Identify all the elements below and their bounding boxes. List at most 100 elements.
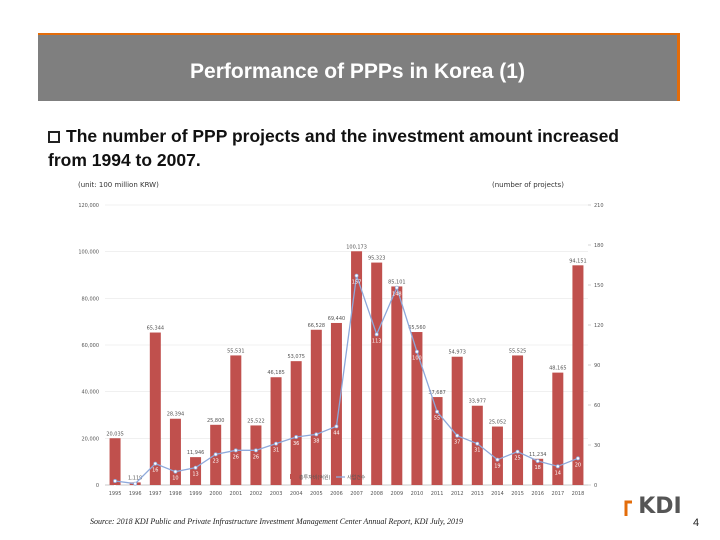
line-point <box>173 469 178 474</box>
x-tick-label: 1999 <box>189 491 202 497</box>
line-point <box>515 449 520 454</box>
line-point <box>213 452 218 457</box>
point-value-label: 14 <box>555 470 561 476</box>
bar-value-label: 69,440 <box>328 316 346 322</box>
line-point <box>475 441 480 446</box>
line-point <box>233 448 238 453</box>
y2-tick-label: 0 <box>594 483 597 489</box>
line-point <box>314 432 319 437</box>
logo: KDI <box>624 494 682 519</box>
x-tick-label: 2005 <box>310 491 323 497</box>
y-tick-label: 40,000 <box>82 390 100 396</box>
bar-value-label: 53,075 <box>287 354 305 360</box>
y-tick-label: 80,000 <box>82 296 100 302</box>
x-tick-label: 2010 <box>411 491 424 497</box>
y2-tick-label: 60 <box>594 403 600 409</box>
line-point <box>414 349 419 354</box>
line-point <box>535 459 540 463</box>
x-tick-label: 2000 <box>209 491 222 497</box>
bar <box>512 355 524 485</box>
y2-tick-label: 180 <box>594 243 604 249</box>
y2-tick-label: 120 <box>594 323 604 329</box>
source: Source: 2018 KDI Public and Private Infr… <box>90 517 463 526</box>
title-bar: Performance of PPPs in Korea (1) <box>38 33 680 101</box>
x-tick-label: 2018 <box>572 491 585 497</box>
x-tick-label: 2012 <box>451 491 464 497</box>
legend-label: 총투자비(억원) <box>299 474 331 481</box>
point-value-label: 36 <box>293 441 299 447</box>
bar <box>290 361 302 485</box>
bar <box>109 438 121 485</box>
point-value-label: 31 <box>273 448 279 454</box>
bar-value-label: 37,687 <box>428 390 446 396</box>
left-unit: (unit: 100 million KRW) <box>78 181 159 189</box>
line-point <box>294 435 299 439</box>
line-point <box>354 273 359 278</box>
bar-value-label: 48,165 <box>549 366 567 372</box>
bar <box>230 355 242 485</box>
point-value-label: 100 <box>412 356 422 362</box>
slide-title: Performance of PPPs in Korea (1) <box>190 60 525 83</box>
y2-tick-label: 150 <box>594 283 604 289</box>
point-value-label: 44 <box>333 430 339 436</box>
bar-value-label: 100,173 <box>346 244 367 250</box>
legend-label: 사업건수 <box>347 474 366 481</box>
bar <box>451 356 463 485</box>
line-point <box>133 481 138 486</box>
bar-value-label: 54,973 <box>448 350 466 356</box>
logo-text: KDI <box>638 494 682 519</box>
bar-value-label: 11,234 <box>529 452 547 458</box>
x-tick-label: 1995 <box>109 491 122 497</box>
x-tick-label: 2017 <box>551 491 564 497</box>
bullet-box <box>48 131 60 143</box>
line-point <box>575 456 580 461</box>
point-value-label: 38 <box>313 438 319 444</box>
bar-value-label: 1,119 <box>128 475 142 481</box>
bar <box>330 322 342 485</box>
line <box>114 275 579 485</box>
bar-value-label: 94,151 <box>569 258 587 264</box>
bar <box>431 397 443 485</box>
line-point <box>193 465 198 470</box>
bar <box>491 426 503 485</box>
line-point <box>394 285 399 290</box>
bar-value-label: 25,800 <box>207 418 225 424</box>
x-tick-label: 2006 <box>330 491 343 497</box>
bar-value-label: 95,323 <box>368 256 386 262</box>
point-value-label: 3 <box>113 485 116 491</box>
point-value-label: 148 <box>392 292 402 298</box>
y2-tick-label: 90 <box>594 363 600 369</box>
x-tick-label: 2002 <box>250 491 263 497</box>
line-point <box>334 424 339 429</box>
bullet: The number of PPP projects and the inves… <box>48 124 648 172</box>
point-value-label: 26 <box>253 454 259 460</box>
bar <box>149 332 161 485</box>
y-tick-label: 100,000 <box>78 250 99 256</box>
point-value-label: 55 <box>434 416 440 422</box>
point-value-label: 23 <box>213 458 219 464</box>
line-point <box>495 457 500 462</box>
x-tick-label: 2001 <box>229 491 242 497</box>
bar-value-label: 11,946 <box>187 450 205 456</box>
line-point <box>435 409 440 414</box>
line-point <box>555 464 560 469</box>
bar-value-label: 85,101 <box>388 279 406 285</box>
bar-value-label: 28,394 <box>167 412 185 418</box>
line-point <box>374 332 379 337</box>
x-tick-label: 1997 <box>149 491 162 497</box>
bar <box>552 372 564 485</box>
point-value-label: 26 <box>233 454 239 460</box>
logo-mark <box>624 500 632 516</box>
x-tick-label: 2013 <box>471 491 484 497</box>
point-value-label: 13 <box>192 472 198 478</box>
x-tick-label: 1998 <box>169 491 182 497</box>
x-tick-label: 2014 <box>491 491 504 497</box>
bar-value-label: 55,525 <box>509 348 527 354</box>
y2-tick-label: 30 <box>594 443 600 449</box>
x-tick-label: 1996 <box>129 491 142 497</box>
right-unit: (number of projects) <box>492 181 564 189</box>
bar <box>190 457 202 485</box>
point-value-label: 20 <box>575 462 581 468</box>
bar <box>310 329 322 485</box>
